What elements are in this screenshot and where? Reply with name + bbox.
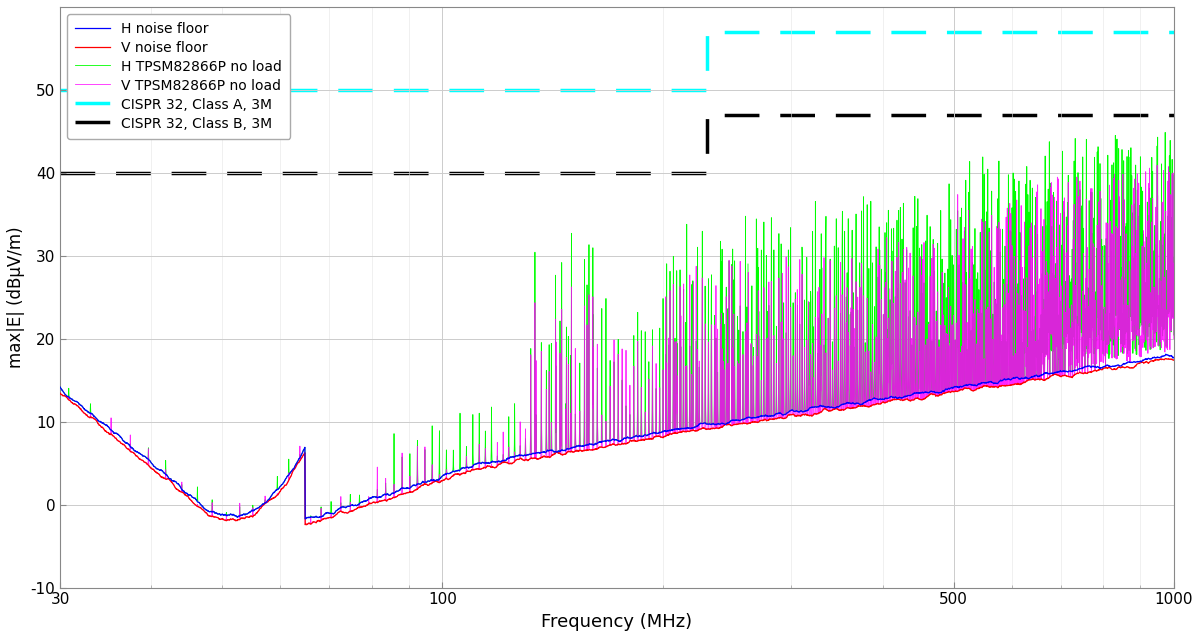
H TPSM82866P no load <box>1133 323 1147 330</box>
V noise floor <box>521 457 535 464</box>
Line: CISPR 32, Class A, 3M: CISPR 32, Class A, 3M <box>60 32 1174 90</box>
H TPSM82866P no load <box>1158 129 1172 137</box>
CISPR 32, Class B, 3M <box>1166 111 1181 119</box>
V TPSM82866P no load <box>521 457 535 464</box>
H TPSM82866P no load <box>298 515 312 523</box>
V noise floor <box>1158 355 1172 362</box>
Line: H noise floor: H noise floor <box>60 354 1174 519</box>
H TPSM82866P no load <box>521 451 535 459</box>
H TPSM82866P no load <box>863 396 877 404</box>
V noise floor <box>298 521 312 528</box>
CISPR 32, Class B, 3M <box>700 169 714 177</box>
H noise floor <box>521 451 535 459</box>
V TPSM82866P no load <box>530 456 545 463</box>
H noise floor <box>53 383 67 391</box>
V noise floor <box>1166 357 1181 364</box>
H noise floor <box>582 440 596 447</box>
H noise floor <box>1133 357 1147 365</box>
H noise floor <box>530 449 545 457</box>
Line: V TPSM82866P no load: V TPSM82866P no load <box>60 165 1174 524</box>
V TPSM82866P no load <box>1133 352 1147 359</box>
H TPSM82866P no load <box>582 440 596 447</box>
H noise floor <box>1166 353 1181 361</box>
V noise floor <box>53 389 67 397</box>
CISPR 32, Class A, 3M <box>700 86 714 94</box>
Y-axis label: max|E| (dBμV/m): max|E| (dBμV/m) <box>7 226 25 368</box>
CISPR 32, Class A, 3M <box>1166 28 1181 36</box>
V noise floor <box>1078 369 1092 376</box>
H TPSM82866P no load <box>53 383 67 391</box>
H noise floor <box>1078 363 1092 371</box>
V TPSM82866P no load <box>1166 335 1181 343</box>
V noise floor <box>530 456 545 463</box>
CISPR 32, Class B, 3M <box>700 111 714 119</box>
V TPSM82866P no load <box>53 389 67 397</box>
H noise floor <box>863 396 877 404</box>
V TPSM82866P no load <box>582 446 596 454</box>
V TPSM82866P no load <box>1150 161 1164 169</box>
H noise floor <box>1158 350 1172 358</box>
H TPSM82866P no load <box>1078 291 1092 299</box>
V TPSM82866P no load <box>1078 296 1092 304</box>
CISPR 32, Class B, 3M <box>53 169 67 177</box>
H TPSM82866P no load <box>1166 331 1181 339</box>
V TPSM82866P no load <box>298 521 312 528</box>
Legend: H noise floor, V noise floor, H TPSM82866P no load, V TPSM82866P no load, CISPR : H noise floor, V noise floor, H TPSM8286… <box>67 14 290 139</box>
CISPR 32, Class A, 3M <box>53 86 67 94</box>
V noise floor <box>1133 359 1147 367</box>
V TPSM82866P no load <box>863 403 877 410</box>
CISPR 32, Class A, 3M <box>700 28 714 36</box>
V noise floor <box>863 403 877 410</box>
V noise floor <box>582 446 596 454</box>
Line: H TPSM82866P no load: H TPSM82866P no load <box>60 133 1174 519</box>
Line: CISPR 32, Class B, 3M: CISPR 32, Class B, 3M <box>60 115 1174 173</box>
H noise floor <box>298 515 312 523</box>
X-axis label: Frequency (MHz): Frequency (MHz) <box>541 613 692 631</box>
Line: V noise floor: V noise floor <box>60 359 1174 524</box>
H TPSM82866P no load <box>530 449 545 457</box>
